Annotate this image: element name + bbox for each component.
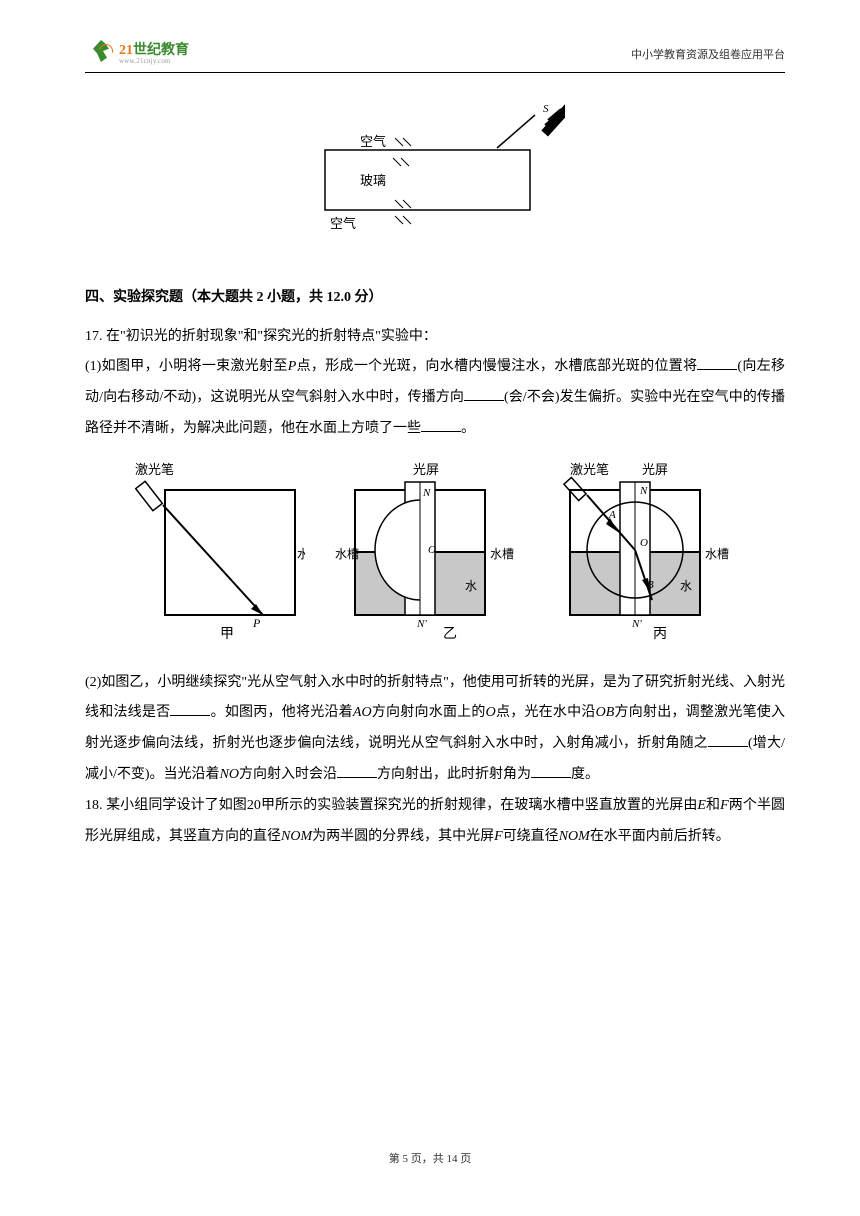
svg-text:水槽: 水槽 (705, 547, 729, 561)
svg-text:激光笔: 激光笔 (570, 462, 609, 477)
svg-text:O: O (640, 537, 648, 549)
svg-text:水槽: 水槽 (490, 547, 514, 561)
diagram-bing: 激光笔 光屏 N A O B N' 水 水槽 丙 (550, 460, 735, 653)
svg-text:水槽: 水槽 (335, 547, 359, 561)
logo-runner-icon (85, 40, 117, 68)
page-content: S 空气 玻璃 空气 四、实验探究题（本大题共 2 小题，共 12.0 分） 1… (85, 100, 785, 852)
svg-text:甲: 甲 (220, 627, 234, 640)
svg-text:乙: 乙 (443, 626, 457, 640)
svg-text:B: B (647, 579, 654, 591)
svg-text:N: N (422, 487, 431, 499)
question-17: 17. 在"初识光的折射现象"和"探究光的折射特点"实验中： (85, 322, 785, 353)
logo: 21世纪教育 www.21cnjy.com (85, 40, 189, 68)
question-18: 18. 某小组同学设计了如图20甲所示的实验装置探究光的折射规律，在玻璃水槽中竖… (85, 791, 785, 853)
svg-text:水槽: 水槽 (297, 547, 305, 561)
section-4-title: 四、实验探究题（本大题共 2 小题，共 12.0 分） (85, 283, 785, 314)
label-air-top: 空气 (360, 134, 386, 149)
svg-text:A: A (608, 509, 616, 521)
glass-refraction-diagram: S 空气 玻璃 空气 (85, 100, 785, 263)
page-header: 21世纪教育 www.21cnjy.com 中小学教育资源及组卷应用平台 (85, 40, 785, 73)
svg-text:光屏: 光屏 (642, 462, 668, 477)
svg-text:O: O (428, 544, 436, 556)
experiment-diagrams: 激光笔 水槽 P 甲 光屏 N O N' 水槽 (85, 460, 785, 653)
page-footer: 第 5 页，共 14 页 (0, 1150, 860, 1166)
svg-text:N: N (639, 485, 648, 497)
diagram-jia: 激光笔 水槽 P 甲 (135, 460, 305, 653)
svg-text:N': N' (416, 618, 427, 630)
svg-text:水: 水 (680, 579, 692, 593)
svg-text:N': N' (631, 618, 642, 630)
question-17-part2: (2)如图乙，小明继续探究"光从空气射入水中时的折射特点"，他使用可折转的光屏，… (85, 668, 785, 791)
label-glass: 玻璃 (360, 173, 386, 188)
svg-text:P: P (252, 616, 261, 630)
svg-text:丙: 丙 (653, 627, 667, 640)
label-air-bottom: 空气 (330, 216, 356, 231)
svg-text:光屏: 光屏 (413, 462, 439, 477)
label-s: S (543, 103, 549, 115)
logo-text: 21世纪教育 (119, 44, 189, 58)
question-17-part1: (1)如图甲，小明将一束激光射至P点，形成一个光斑，向水槽内慢慢注水，水槽底部光… (85, 352, 785, 444)
svg-text:激光笔: 激光笔 (135, 462, 174, 477)
header-subtitle: 中小学教育资源及组卷应用平台 (631, 46, 785, 62)
diagram-yi: 光屏 N O N' 水槽 水 水槽 乙 (335, 460, 520, 653)
logo-url: www.21cnjy.com (119, 58, 189, 65)
svg-text:水: 水 (465, 579, 477, 593)
